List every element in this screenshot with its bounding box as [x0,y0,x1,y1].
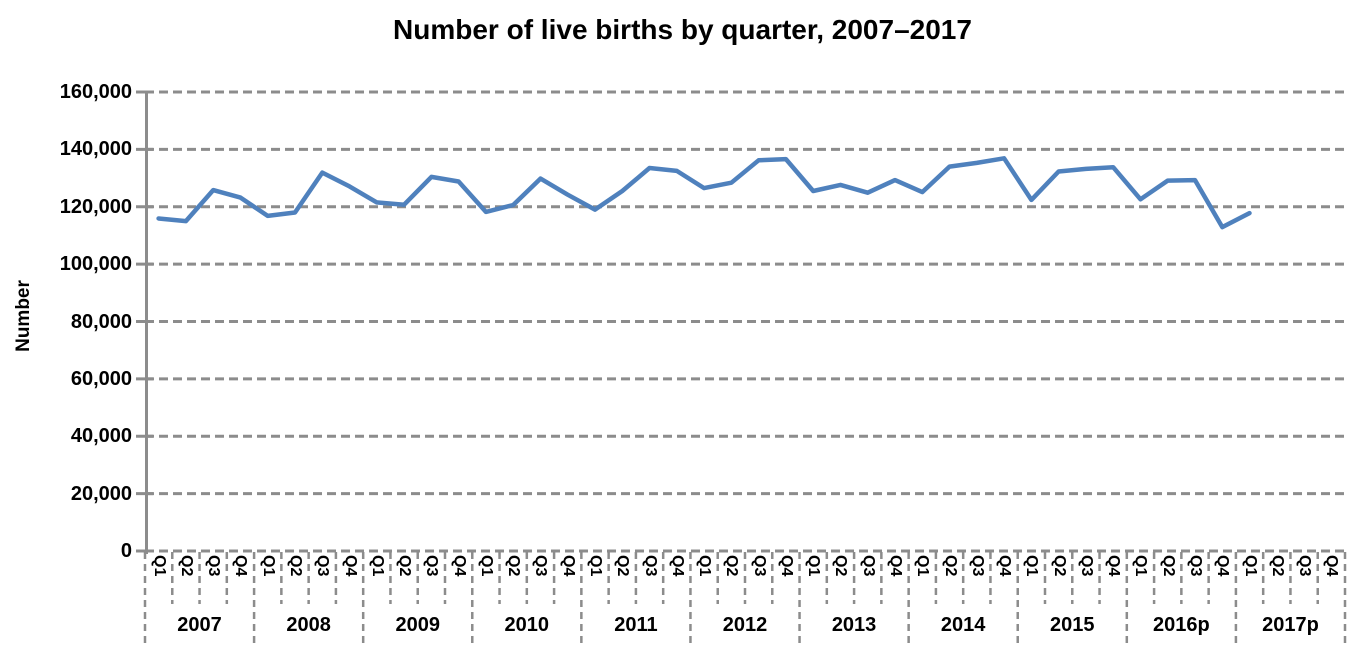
x-group-label-year: 2013 [831,614,877,636]
x-tick-label-quarter: Q2 [723,555,741,577]
x-tick-label-quarter: Q2 [177,555,195,577]
x-group-label-year: 2008 [286,614,331,636]
x-tick-label-quarter: Q2 [1050,555,1068,577]
x-tick-label-quarter: Q3 [532,555,550,577]
x-tick-label-quarter: Q3 [1077,555,1095,577]
data-line-number-of-live-births [156,156,1252,230]
x-tick-label-quarter: Q4 [777,555,795,577]
x-group-label-year: 2007 [177,614,222,636]
x-group-label-year: 2015 [1050,614,1095,636]
x-tick-label-quarter: Q1 [368,555,386,577]
x-tick-label-quarter: Q1 [914,555,932,577]
x-tick-label-quarter: Q1 [1241,555,1259,577]
x-tick-label-quarter: Q4 [232,555,250,577]
x-tick-label-quarter: Q2 [396,555,414,577]
x-group-label-year: 2016p [1152,614,1210,636]
y-tick-label: 140,000 [59,138,132,161]
x-tick-label-quarter: Q2 [832,555,850,577]
x-group-label-year: 2011 [614,614,658,636]
x-tick-label-quarter: Q1 [805,555,823,577]
x-tick-label-quarter: Q3 [423,555,441,577]
x-group-label-year: 2014 [940,614,986,636]
x-tick-label-quarter: Q3 [1187,555,1204,577]
y-tick-label: 60,000 [70,367,132,390]
x-tick-label-quarter: Q3 [1296,555,1314,577]
x-tick-label-quarter: Q4 [559,555,577,577]
y-tick-label: 0 [120,540,132,562]
x-tick-label-quarter: Q3 [205,555,223,577]
y-tick-label: 120,000 [59,195,132,218]
x-tick-label-quarter: Q3 [859,555,877,577]
x-group-label-year: 2012 [722,614,768,636]
x-tick-label-quarter: Q4 [450,555,468,577]
x-group-label-year: 2010 [504,614,550,636]
x-tick-label-quarter: Q4 [1323,555,1341,577]
x-tick-label-quarter: Q2 [941,555,959,577]
x-tick-label-quarter: Q4 [668,555,686,577]
x-tick-label-quarter: Q1 [1023,555,1041,577]
x-tick-label-quarter: Q4 [1214,555,1232,577]
x-tick-label-quarter: Q1 [150,555,168,577]
x-tick-label-quarter: Q4 [1105,555,1123,577]
x-tick-label-quarter: Q1 [259,555,277,577]
y-tick-label: 40,000 [70,425,132,448]
y-tick-label: 80,000 [70,310,132,333]
x-tick-label-quarter: Q2 [287,555,304,577]
chart-title: Number of live births by quarter, 2007–2… [393,14,972,45]
x-tick-label-quarter: Q1 [477,555,495,577]
x-group-label-year: 2009 [395,614,440,636]
x-tick-label-quarter: Q4 [996,555,1014,577]
x-tick-label-quarter: Q2 [1268,555,1286,577]
x-tick-label-quarter: Q2 [505,555,523,577]
y-tick-label: 160,000 [59,81,132,103]
x-tick-label-quarter: Q3 [314,555,332,577]
x-tick-label-quarter: Q1 [587,555,604,577]
x-tick-label-quarter: Q3 [750,555,768,577]
x-tick-label-quarter: Q2 [1159,555,1177,577]
x-tick-label-quarter: Q1 [696,555,714,577]
x-tick-label-quarter: Q3 [641,555,659,577]
y-tick-label: 20,000 [70,482,132,505]
y-tick-label: 100,000 [59,253,132,276]
x-tick-label-quarter: Q4 [887,555,904,577]
x-tick-label-quarter: Q1 [1132,555,1150,577]
x-tick-label-quarter: Q3 [968,555,986,577]
x-tick-label-quarter: Q2 [614,555,632,577]
x-group-label-year: 2017p [1262,614,1319,636]
x-tick-label-quarter: Q4 [341,555,359,577]
